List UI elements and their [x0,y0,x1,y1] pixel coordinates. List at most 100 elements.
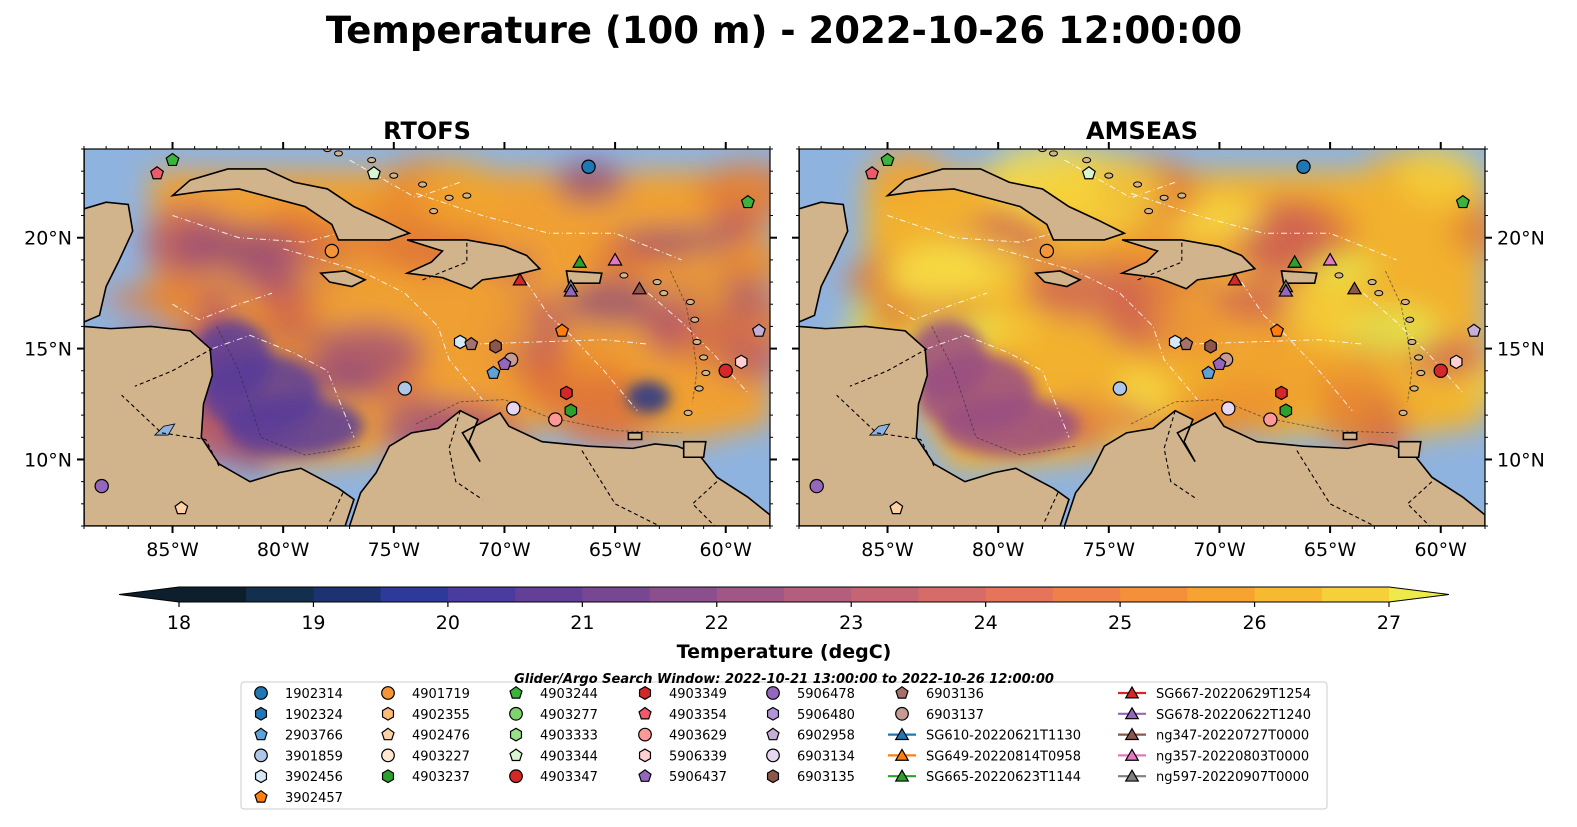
legend-label: ng347-20220727T0000 [1156,729,1309,744]
platform-marker-hexagon [453,334,467,350]
legend-marker-hexagon [254,706,268,721]
lake-nicaragua [868,423,891,436]
platform-marker-hexagon [489,339,502,354]
colorbar-segment [784,587,852,602]
platform-marker-triangle [512,272,528,286]
platform-markers [809,152,1481,515]
legend-marker-pentagon [254,789,268,803]
colorbar-segment [1321,587,1390,602]
legend-label: 4902355 [412,708,470,723]
legend-marker-triangle [1124,769,1140,782]
legend-label: 6902958 [797,729,855,744]
lon-tick-label: 65°W [1304,539,1357,561]
colorbar-tick-label: 26 [1242,612,1266,634]
legend-label: 4903237 [412,770,470,785]
platform-marker-triangle [1227,272,1243,286]
legend-marker-circle [254,748,268,763]
land-jamaica [1034,270,1082,288]
legend-label: SG665-20220623T1144 [926,770,1081,785]
colorbar-extend-low [119,587,179,602]
legend-label: 5906339 [669,749,727,764]
legend-marker-triangle [1124,685,1140,699]
platform-marker-triangle [1322,252,1338,266]
legend-label: 4903349 [669,687,727,702]
legend-entry: 2903766 [254,727,343,744]
legend-marker-pentagon [509,748,523,762]
legend-label: SG610-20220621T1130 [926,729,1081,744]
platform-marker-pentagon [751,323,766,337]
lon-tick-label: 85°W [146,539,199,561]
colorbar-segment [447,587,516,602]
bathymetry-contours [931,270,1413,456]
legend-label: 4902476 [412,729,470,744]
lon-tick-label: 70°W [478,539,531,561]
platform-marker-pentagon [1212,356,1227,371]
platform-marker-pentagon [165,152,180,167]
map-panel-0: RTOFS 85°W 80°W 75°W 70°W 65°W 60°W 20°N 15°N 10°… [24,117,777,561]
legend-label: 1902324 [285,708,343,723]
land-cuba [169,168,412,241]
legend-label: 2903766 [285,729,343,744]
platform-marker-hexagon [1279,403,1293,418]
legend-entry: 4903629 [638,727,727,744]
platform-marker-hexagon [734,354,748,370]
colorbar-tick-label: 23 [839,612,863,634]
lon-tick-label: 80°W [257,539,310,561]
legend-label: 4903344 [540,749,598,764]
legend-entry: 5906480 [766,706,855,723]
legend-entry: 4903277 [509,706,598,723]
legend-entry: SG649-20220814T0958 [888,748,1081,764]
legend-marker-hexagon [381,769,395,784]
lon-tick-label: 65°W [589,539,642,561]
platform-marker-circle [1433,363,1448,378]
platform-marker-pentagon [555,323,569,337]
legend-label: ng357-20220803T0000 [1156,749,1309,764]
platform-marker-triangle [631,281,648,295]
lon-tick-label: 60°W [1415,539,1468,561]
legend-label: 4901719 [412,687,470,702]
platform-marker-pentagon [486,365,501,379]
legend-entry: 5906437 [638,769,727,785]
legend-label: 4903354 [669,708,727,723]
platform-marker-circle [548,412,563,427]
land-trinidad [1397,440,1422,459]
colorbar-segment [716,587,785,602]
colorbar-segment [851,587,919,602]
legend-label: 5906437 [669,770,727,785]
legend-entry: 5906478 [766,686,855,702]
legend-entry: 1902324 [254,706,343,723]
legend-entry: 4903347 [509,769,598,785]
legend-marker-hexagon [381,706,395,721]
legend-entry: 6903136 [895,685,984,702]
legend-label: 6903137 [926,708,984,723]
platform-marker-circle [324,243,340,259]
lat-tick-label: 15°N [24,339,72,361]
colorbar-segment [985,587,1054,602]
land-south-america [348,409,770,526]
legend-entry: 3902457 [254,789,343,806]
platform-markers [94,152,766,515]
legend-entry: 6903137 [895,706,984,723]
platform-marker-pentagon [880,152,895,167]
legend-entry: 4903227 [381,748,470,764]
legend-marker-pentagon [254,727,268,741]
legend-entry: 4903333 [509,727,598,744]
lon-tick-label: 75°W [368,539,421,561]
legend-entry: 4902476 [381,727,470,744]
colorbar-segment [380,587,449,602]
legend-entry: 6903135 [766,769,855,785]
platform-marker-circle [1039,243,1055,259]
legend-entry: 6903134 [766,748,855,764]
platform-marker-hexagon [560,385,573,401]
platform-marker-hexagon [1275,385,1288,401]
legend-entry: 3902456 [254,769,343,785]
legend-label: ng597-20220907T0000 [1156,770,1309,785]
platform-marker-triangle [1346,281,1363,295]
platform-marker-circle [1112,381,1128,396]
land-isla-margarita [627,432,643,441]
lat-tick-label: 10°N [1497,449,1545,471]
map-axis-ticks: 85°W 80°W 75°W 70°W 65°W 60°W 20°N 15°N 10°N [24,142,777,561]
colorbar-tick-label: 22 [705,612,729,634]
platform-marker-pentagon [889,500,904,515]
